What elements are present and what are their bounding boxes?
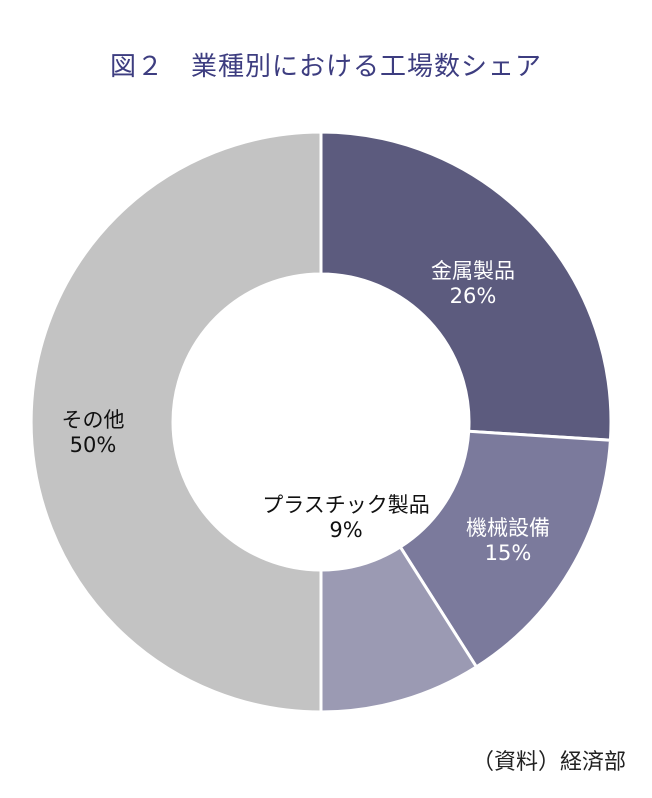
slice-1	[319, 130, 613, 442]
slice-category-label: プラスチック製品	[262, 493, 430, 517]
slice-percent-label: 15%	[485, 541, 532, 565]
slice-percent-label: 9%	[329, 518, 362, 542]
slice-category-label: 金属製品	[431, 259, 515, 283]
chart-title: 図２ 業種別における工場数シェア	[109, 52, 542, 82]
slice-percent-label: 26%	[450, 284, 497, 308]
slice-percent-label: 50%	[70, 433, 117, 457]
slice-category-label: その他	[62, 408, 125, 432]
slice-category-label: 機械設備	[466, 516, 550, 540]
slice-2	[398, 429, 613, 669]
slice-4	[29, 130, 323, 714]
source-note: （資料）経済部	[471, 750, 626, 775]
